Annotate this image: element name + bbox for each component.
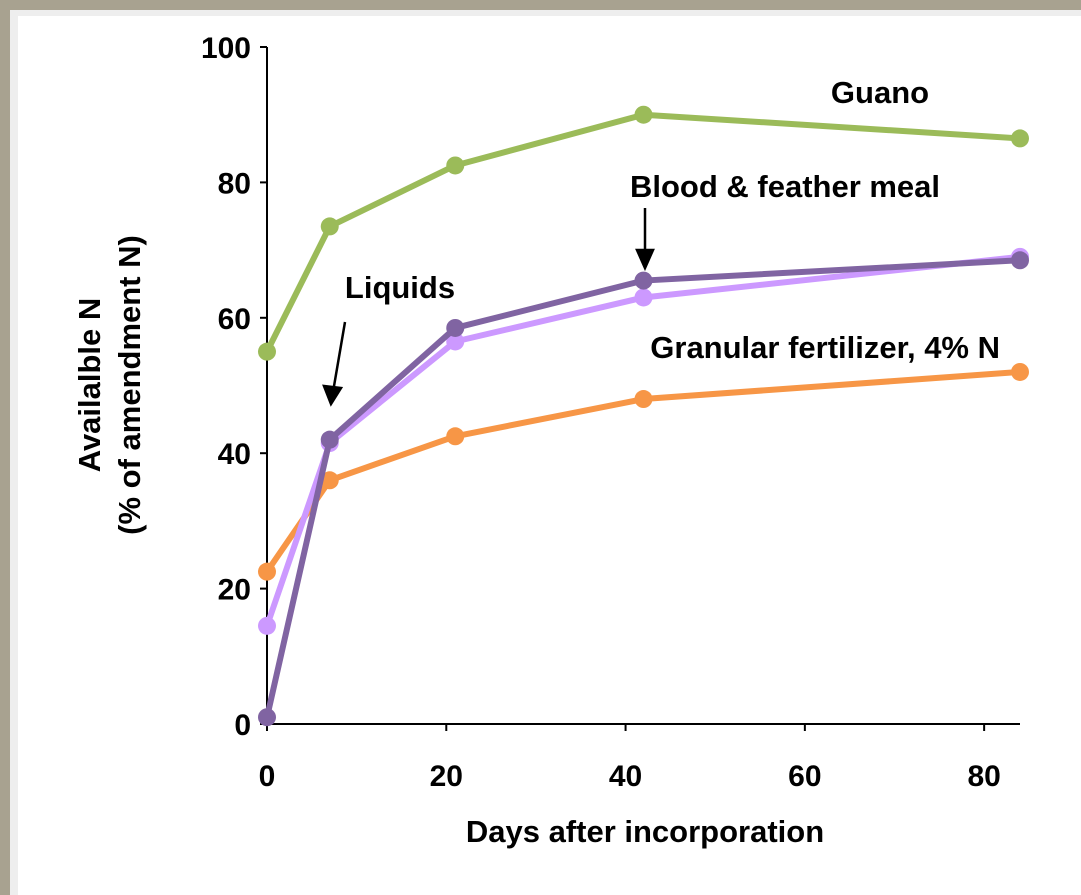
data-point <box>1011 251 1029 270</box>
data-point <box>1011 362 1029 381</box>
data-point <box>634 288 653 307</box>
data-point <box>258 342 276 361</box>
x-tick-label: 60 <box>788 760 821 793</box>
series-label: Liquids <box>345 270 455 305</box>
series-label: Blood & feather meal <box>630 169 940 204</box>
data-point <box>320 217 339 236</box>
data-point <box>258 616 276 635</box>
data-point <box>446 427 465 446</box>
data-point <box>446 156 465 175</box>
series-label: Guano <box>831 75 929 110</box>
y-tick-label: 100 <box>201 32 251 65</box>
data-point <box>634 271 653 290</box>
x-axis-label: Days after incorporation <box>466 814 824 849</box>
data-point <box>320 430 339 449</box>
data-point <box>446 332 465 351</box>
y-tick-label: 60 <box>218 303 251 336</box>
y-tick-label: 40 <box>218 438 251 471</box>
x-tick-label: 40 <box>609 760 642 793</box>
arrow-head <box>635 248 655 272</box>
y-tick-label: 20 <box>218 574 251 607</box>
y-axis-label: (% of amendment N) <box>112 235 147 535</box>
data-point <box>634 105 653 124</box>
x-tick-label: 0 <box>259 760 276 793</box>
data-point <box>258 708 276 727</box>
y-tick-label: 80 <box>218 167 251 200</box>
data-point <box>1011 129 1029 148</box>
y-axis-label: Availalble N <box>72 298 107 473</box>
data-point <box>258 562 276 581</box>
series-label: Granular fertilizer, 4% N <box>650 330 1000 365</box>
y-tick-label: 0 <box>234 709 251 742</box>
x-tick-label: 80 <box>967 760 1000 793</box>
x-tick-label: 20 <box>430 760 463 793</box>
data-point <box>634 390 653 409</box>
data-point <box>320 471 339 490</box>
arrow-head <box>322 384 344 407</box>
plot-background <box>18 16 1081 895</box>
data-point <box>446 318 465 337</box>
arrow <box>331 321 347 393</box>
arrows <box>322 208 655 407</box>
